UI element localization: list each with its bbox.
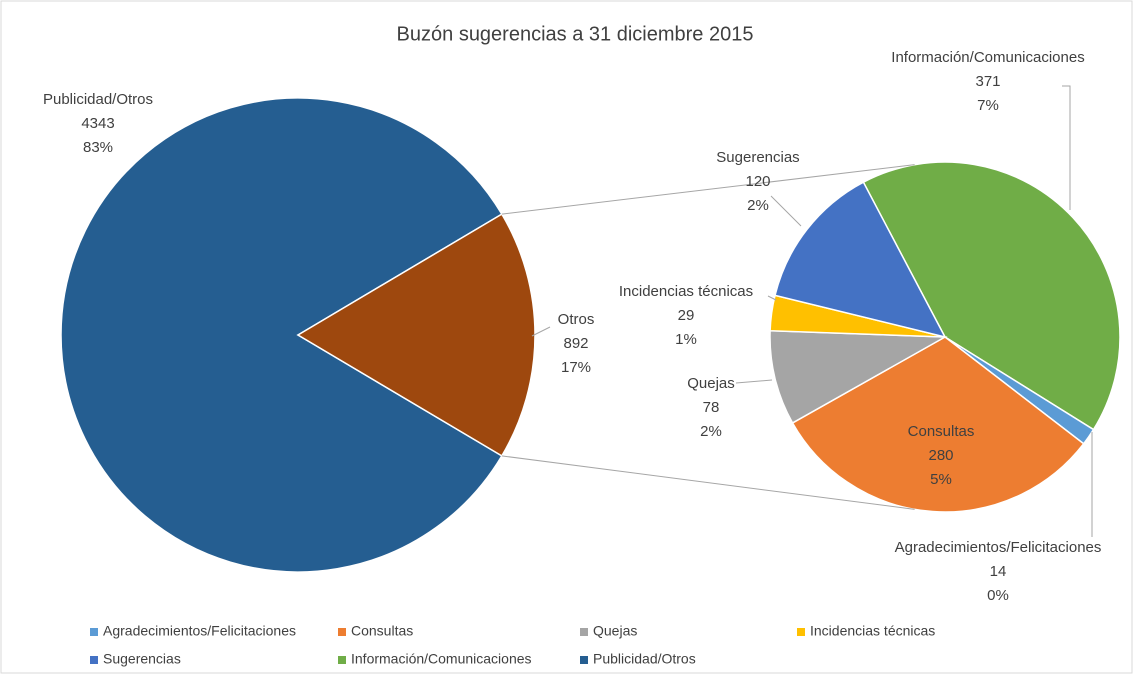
data-label-name: Otros [558,311,595,328]
leader-line [770,195,802,227]
leader-line [1062,85,1071,210]
data-label-value: 29 [678,307,695,324]
connector-line [501,164,915,215]
pie-slice [60,97,503,573]
legend-swatch [580,656,588,664]
data-label-value: 120 [745,173,770,190]
legend-label: Consultas [351,623,413,639]
legend-swatch [338,656,346,664]
data-label-percent: 7% [977,97,999,114]
data-label-value: 280 [928,447,953,464]
legend-swatch [338,628,346,636]
data-label-percent: 1% [675,331,697,348]
data-label-value: 4343 [81,115,114,132]
legend-swatch [90,628,98,636]
legend-label: Información/Comunicaciones [351,651,532,667]
legend-label: Incidencias técnicas [810,623,935,639]
chart-title: Buzón sugerencias a 31 diciembre 2015 [397,23,754,45]
data-label-value: 371 [975,73,1000,90]
legend-label: Agradecimientos/Felicitaciones [103,623,296,639]
data-label-percent: 2% [747,197,769,214]
leader-line [767,295,777,301]
legend-swatch [797,628,805,636]
pie-slice [769,329,948,424]
data-label-name: Quejas [687,375,735,392]
leader-line [735,379,773,384]
pie-slice [774,181,947,339]
leader-line [531,326,551,337]
data-label-value: 14 [990,563,1007,580]
data-label-name: Información/Comunicaciones [891,49,1084,66]
legend-label: Sugerencias [103,651,181,667]
data-label-name: Incidencias técnicas [619,283,753,300]
data-label-name: Publicidad/Otros [43,91,153,108]
data-label-percent: 5% [930,471,952,488]
data-label-name: Sugerencias [716,149,799,166]
data-label-percent: 17% [561,359,591,376]
legend-swatch [90,656,98,664]
pie-slice [862,161,1121,431]
legend-label: Quejas [593,623,637,639]
data-label-percent: 0% [987,587,1009,604]
pie-slice [791,336,1085,513]
data-label-value: 78 [703,399,720,416]
data-label-percent: 2% [700,423,722,440]
legend-swatch [580,628,588,636]
data-label-name: Agradecimientos/Felicitaciones [895,539,1102,556]
connector-line [501,455,915,510]
data-label-percent: 83% [83,139,113,156]
data-label-value: 892 [563,335,588,352]
legend-label: Publicidad/Otros [593,651,696,667]
data-label-name: Consultas [908,423,975,440]
